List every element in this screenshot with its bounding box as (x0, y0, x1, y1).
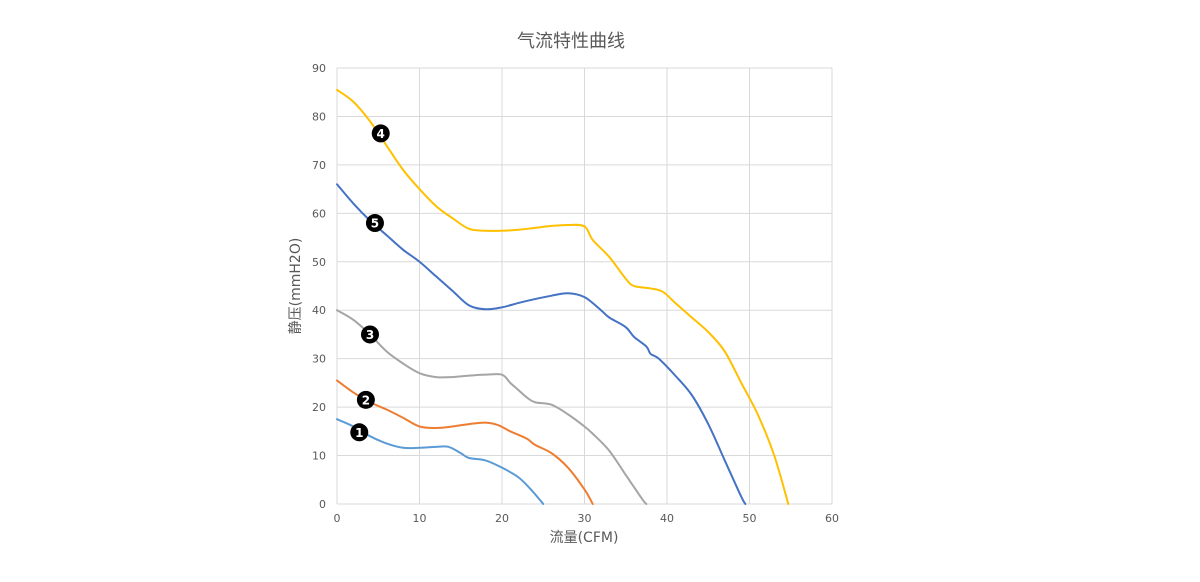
x-tick-label: 10 (413, 512, 427, 525)
x-axis-label: 流量(CFM) (550, 530, 619, 546)
series-line-1 (336, 418, 545, 505)
marker-badge-4 (371, 124, 390, 143)
marker-badge-5 (365, 214, 384, 233)
chart-title: 气流特性曲线 (517, 31, 625, 52)
x-tick-label: 30 (578, 512, 592, 525)
y-tick-label: 80 (312, 110, 326, 123)
grid (336, 67, 833, 505)
marker-label-4: 4 (377, 127, 385, 141)
tick-labels: 0 10 20 30 40 50 60 70 80 90 0 10 20 30 40 50 60 (312, 62, 839, 525)
marker-label-2: 2 (362, 393, 370, 407)
y-axis-label: 静压(mmH2O) (288, 238, 304, 335)
marker-badge-2 (356, 390, 375, 409)
series-line-2 (336, 379, 594, 505)
y-tick-label: 40 (312, 304, 326, 317)
x-tick-label: 20 (495, 512, 509, 525)
marker-label-5: 5 (371, 217, 379, 231)
x-tick-label: 40 (660, 512, 674, 525)
y-tick-label: 0 (319, 498, 326, 511)
series-line-3 (336, 309, 648, 505)
y-tick-label: 50 (312, 256, 326, 269)
y-tick-label: 20 (312, 401, 326, 414)
x-tick-label: 60 (825, 512, 839, 525)
marker-badge-3 (361, 325, 379, 344)
series-markers: 1 2 3 4 5 (350, 124, 390, 442)
y-tick-label: 30 (312, 353, 326, 366)
series-lines (336, 88, 790, 505)
marker-badge-1 (350, 423, 369, 442)
y-tick-label: 60 (312, 207, 326, 220)
marker-label-3: 3 (366, 328, 374, 342)
series-line-4 (336, 88, 790, 505)
y-tick-label: 10 (312, 450, 326, 463)
y-tick-label: 90 (312, 62, 326, 75)
marker-label-1: 1 (355, 426, 363, 440)
x-tick-label: 0 (334, 512, 341, 525)
y-tick-label: 70 (312, 159, 326, 172)
x-tick-label: 50 (743, 512, 757, 525)
series-line-5 (336, 183, 747, 505)
